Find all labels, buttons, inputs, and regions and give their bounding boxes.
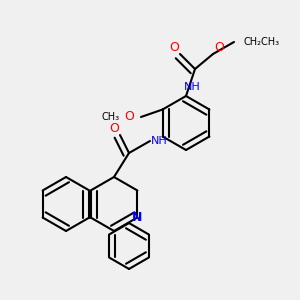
Text: CH₃: CH₃ (102, 112, 120, 122)
Text: NH: NH (184, 82, 200, 92)
Text: O: O (124, 110, 134, 124)
Text: NH: NH (151, 136, 167, 146)
Text: O: O (214, 41, 224, 55)
Text: O: O (169, 41, 179, 55)
Text: CH₂CH₃: CH₂CH₃ (243, 37, 279, 47)
Text: O: O (109, 122, 119, 136)
Text: N: N (132, 211, 142, 224)
